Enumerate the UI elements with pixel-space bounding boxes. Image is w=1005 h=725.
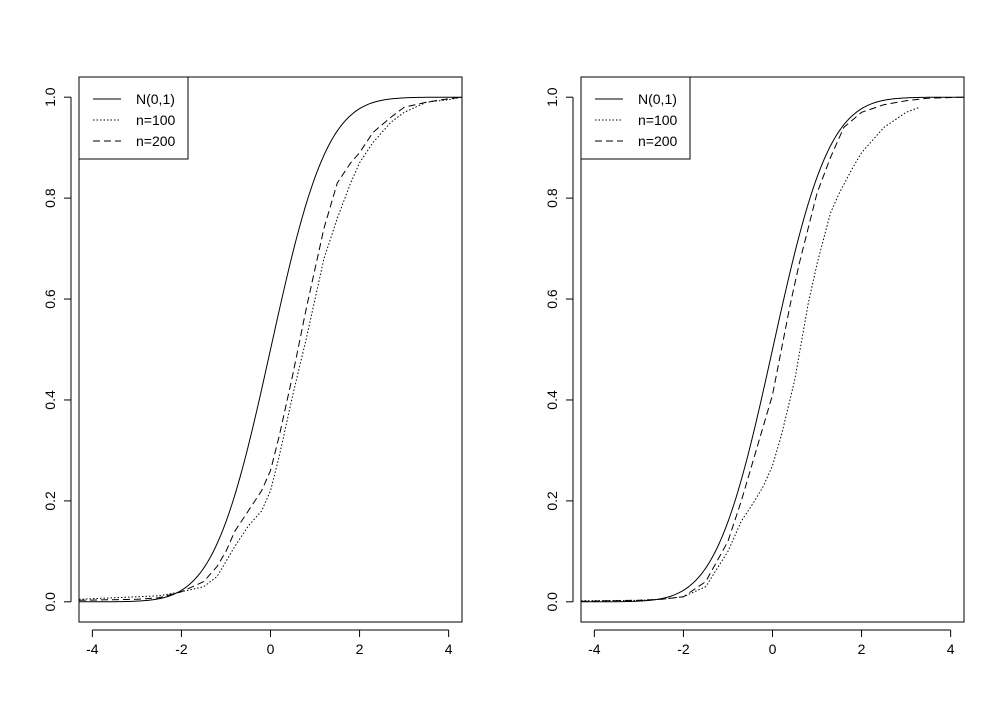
y-tick-label: 0.2 bbox=[544, 491, 560, 511]
x-tick-label: -4 bbox=[86, 641, 99, 657]
legend-label: N(0,1) bbox=[638, 91, 677, 107]
chart-panel-2: -4 -2 0 2 4 0.0 0.2 0.4 0.6 0.8 1.0 N(0,1) n=100 n=20… bbox=[544, 76, 965, 657]
x-tick-label: 2 bbox=[858, 641, 866, 657]
x-axis: -4 -2 0 2 4 bbox=[86, 629, 453, 657]
y-tick-label: 0.6 bbox=[42, 289, 58, 309]
y-tick-label: 1.0 bbox=[544, 87, 560, 107]
y-tick-label: 0.8 bbox=[42, 188, 58, 208]
legend-box bbox=[78, 76, 189, 160]
y-tick-label: 1.0 bbox=[42, 87, 58, 107]
y-tick-label: 0.6 bbox=[544, 289, 560, 309]
series-line-n-0-1 bbox=[79, 96, 462, 603]
legend-box bbox=[580, 76, 691, 160]
y-tick-label: 0.0 bbox=[544, 592, 560, 612]
x-tick-label: 2 bbox=[356, 641, 364, 657]
plot-frame bbox=[580, 76, 965, 623]
x-tick-label: -2 bbox=[175, 641, 188, 657]
legend-label: n=200 bbox=[136, 133, 176, 149]
series-line-n-200 bbox=[79, 96, 462, 601]
y-axis: 0.0 0.2 0.4 0.6 0.8 1.0 bbox=[544, 87, 574, 612]
y-tick-label: 0.8 bbox=[544, 188, 560, 208]
legend: N(0,1) n=100 n=200 bbox=[78, 76, 189, 160]
legend-label: n=100 bbox=[136, 112, 176, 128]
x-tick-label: -4 bbox=[588, 641, 601, 657]
series-line-n-200 bbox=[581, 96, 964, 602]
x-tick-label: -2 bbox=[677, 641, 690, 657]
series-group bbox=[79, 96, 462, 603]
legend-label: n=200 bbox=[638, 133, 678, 149]
x-tick-label: 4 bbox=[947, 641, 955, 657]
y-tick-label: 0.4 bbox=[42, 390, 58, 410]
x-tick-label: 4 bbox=[445, 641, 453, 657]
legend: N(0,1) n=100 n=200 bbox=[580, 76, 691, 160]
series-line-n-0-1 bbox=[581, 96, 964, 603]
x-tick-label: 0 bbox=[769, 641, 777, 657]
x-axis: -4 -2 0 2 4 bbox=[588, 629, 955, 657]
y-tick-label: 0.2 bbox=[42, 491, 58, 511]
plot-frame bbox=[78, 76, 463, 623]
legend-label: N(0,1) bbox=[136, 91, 175, 107]
y-axis: 0.0 0.2 0.4 0.6 0.8 1.0 bbox=[42, 87, 72, 612]
series-group bbox=[581, 96, 964, 603]
y-tick-label: 0.0 bbox=[42, 592, 58, 612]
x-tick-label: 0 bbox=[267, 641, 275, 657]
y-tick-label: 0.4 bbox=[544, 390, 560, 410]
chart-panel-1: -4 -2 0 2 4 0.0 0.2 0.4 0.6 0.8 1.0 N(0,1) n=100 n=20… bbox=[42, 76, 463, 657]
legend-label: n=100 bbox=[638, 112, 678, 128]
